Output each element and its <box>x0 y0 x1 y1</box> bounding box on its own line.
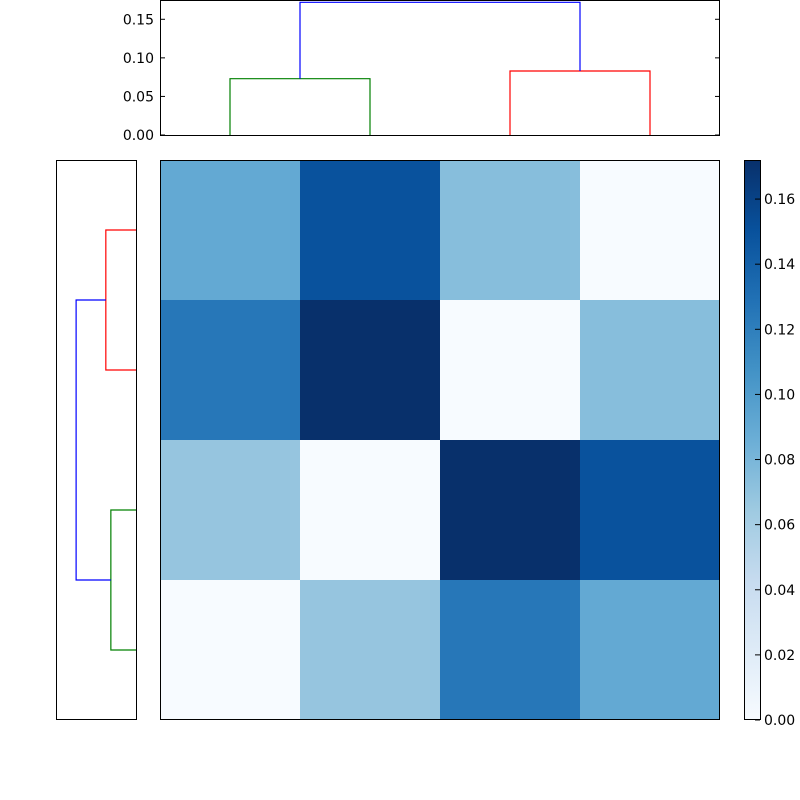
top-ytick-label-2: 0.10 <box>123 51 154 67</box>
heatmap-frame <box>160 160 720 720</box>
heatmap-cell-r1-c0 <box>160 300 300 440</box>
colorbar-tick-label-7: 0.14 <box>764 257 795 273</box>
colorbar-axis: 0.00 0.02 0.04 0.06 0.08 0.10 0.12 0.14 0.16 <box>755 192 795 729</box>
left-dendrogram-links <box>75 229 136 651</box>
left-dendrogram-link-1 <box>105 229 136 371</box>
heatmap-cell-r0-c3 <box>580 160 720 300</box>
top-ytick-label-3: 0.15 <box>123 12 154 28</box>
top-dendrogram-links <box>229 1 651 135</box>
top-dendrogram-frame <box>160 0 720 136</box>
left-dendrogram <box>56 160 137 720</box>
top-dendrogram-link-2 <box>299 1 581 79</box>
colorbar-tick-label-2: 0.04 <box>764 583 795 599</box>
heatmap-cell-r2-c3 <box>580 440 720 580</box>
heatmap-cell-r3-c2 <box>440 580 580 720</box>
colorbar-tick-label-8: 0.16 <box>764 192 795 208</box>
colorbar: 0.00 0.02 0.04 0.06 0.08 0.10 0.12 0.14 0.16 <box>744 160 795 729</box>
heatmap-cell-r2-c2 <box>440 440 580 580</box>
colorbar-tick-label-5: 0.10 <box>764 387 795 403</box>
heatmap-cell-r0-c1 <box>300 160 440 300</box>
heatmap-cell-r3-c3 <box>580 580 720 720</box>
top-ytick-label-1: 0.05 <box>123 89 154 105</box>
top-dendrogram: 0.00 0.05 0.10 0.15 <box>123 0 720 144</box>
left-dendrogram-frame <box>56 160 137 720</box>
colorbar-frame <box>744 160 761 720</box>
top-dendrogram-link-0 <box>229 78 371 135</box>
top-dendrogram-link-1 <box>509 70 651 135</box>
heatmap-cell-r1-c1 <box>300 300 440 440</box>
left-dendrogram-link-2 <box>75 299 111 581</box>
heatmap-cell-r0-c2 <box>440 160 580 300</box>
colorbar-tick-label-0: 0.00 <box>764 713 795 729</box>
colorbar-tick-label-4: 0.08 <box>764 453 795 469</box>
colorbar-tick-label-6: 0.12 <box>764 322 795 338</box>
top-dendrogram-y-axis: 0.00 0.05 0.10 0.15 <box>123 12 720 144</box>
colorbar-gradient <box>744 160 760 720</box>
heatmap-cell-r0-c0 <box>160 160 300 300</box>
heatmap-cell-r1-c3 <box>580 300 720 440</box>
heatmap-cell-r2-c1 <box>300 440 440 580</box>
left-dendrogram-link-0 <box>110 509 136 651</box>
colorbar-tick-label-1: 0.02 <box>764 648 795 664</box>
heatmap-cell-r3-c1 <box>300 580 440 720</box>
heatmap-cell-r1-c2 <box>440 300 580 440</box>
heatmap <box>160 160 720 720</box>
heatmap-cell-r2-c0 <box>160 440 300 580</box>
colorbar-tick-label-3: 0.06 <box>764 518 795 534</box>
heatmap-cells <box>160 160 720 720</box>
top-ytick-label-0: 0.00 <box>123 128 154 144</box>
heatmap-cell-r3-c0 <box>160 580 300 720</box>
